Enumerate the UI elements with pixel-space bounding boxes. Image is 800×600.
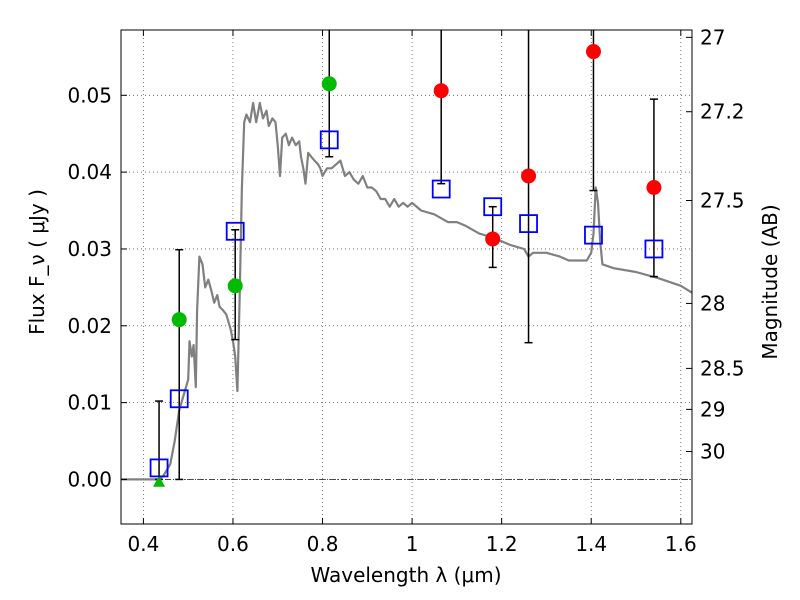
right-tick-label: 27.2 [700,100,745,124]
model-square-marker [519,214,538,234]
y-tick-label: 0.01 [67,391,112,415]
x-tick-label: 0.6 [217,532,249,556]
y-tick-label: 0.00 [67,467,112,491]
right-tick-label: 27.5 [700,188,745,212]
data-point-marker [433,83,449,99]
x-tick-label: 0.4 [127,532,159,556]
model-square-marker [584,225,603,245]
data-point-marker [321,76,337,92]
x-tick-label: 1.6 [665,532,697,556]
right-tick-label: 28.5 [700,356,745,380]
x-tick-label: 0.8 [307,532,339,556]
model-square-marker [225,221,245,241]
x-ticks: 0.4 0.6 0.8 1 1.2 1.4 1.6 [127,30,697,556]
grid [121,30,692,524]
data-point-marker [227,278,243,294]
plot-frame [120,29,693,525]
x-tick-label: 1.2 [486,532,518,556]
right-tick-label: 28 [700,291,725,315]
model-square-marker [483,197,503,217]
model-square-marker [169,389,189,409]
y-axis-title: Flux F_ν ( μJy ) [25,189,49,335]
y-tick-label: 0.04 [67,160,112,184]
x-tick-label: 1 [406,532,419,556]
model-square-marker [644,239,664,259]
right-tick-label: 30 [700,440,725,464]
data-point-marker [171,312,187,328]
right-axis-title: Magnitude (AB) [758,204,782,359]
data-point-marker [585,44,601,60]
model-square-marker [319,130,339,150]
model-square-marker [431,179,451,199]
right-magnitude-ticks: 27 27.2 27.5 28 28.5 29 30 [686,25,745,464]
x-axis-title: Wavelength λ (μm) [310,563,501,587]
markers [149,44,664,487]
y-tick-label: 0.05 [67,83,112,107]
right-tick-label: 29 [700,397,725,421]
y-tick-label: 0.02 [67,314,112,338]
right-tick-label: 27 [700,25,725,49]
model-square-marker [149,458,169,478]
y-ticks: 0.00 0.01 0.02 0.03 0.04 0.05 [67,83,127,491]
upper-limit-marker [153,475,166,487]
data-point-marker [646,179,662,195]
x-tick-label: 1.4 [575,532,607,556]
sed-line [121,101,693,481]
model-sed-curve [121,101,693,481]
data-point-marker [485,231,501,247]
data-point-marker [521,168,537,184]
y-tick-label: 0.03 [67,237,112,261]
